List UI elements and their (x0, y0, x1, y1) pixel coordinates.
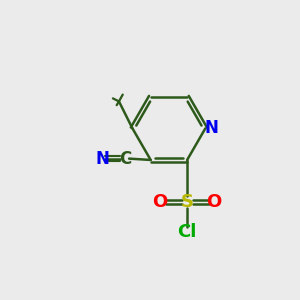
Text: O: O (206, 193, 222, 211)
Text: O: O (152, 193, 168, 211)
Text: C: C (119, 150, 131, 168)
Text: Cl: Cl (177, 223, 197, 241)
Text: S: S (181, 193, 194, 211)
Text: N: N (204, 119, 218, 137)
Text: N: N (95, 150, 109, 168)
